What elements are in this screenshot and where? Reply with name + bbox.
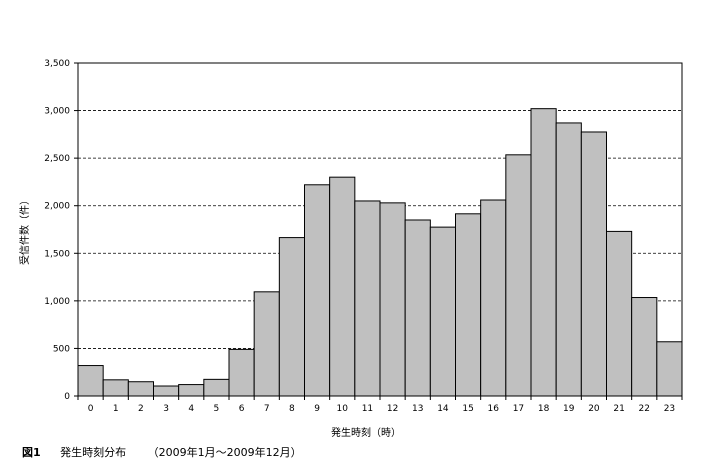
bar [228, 348, 255, 397]
y-tick-label: 3,000 [44, 107, 70, 117]
figure-caption: 図1 発生時刻分布 （2009年1月～2009年12月） [22, 444, 302, 460]
x-tick-label: 4 [188, 404, 194, 414]
bar [429, 226, 457, 397]
x-tick-label: 13 [412, 404, 423, 414]
x-tick-label: 15 [462, 404, 473, 414]
y-tick-label: 1,000 [44, 297, 70, 307]
x-tick-label: 23 [664, 404, 675, 414]
bar [178, 384, 205, 397]
x-tick-label: 18 [538, 404, 550, 414]
bar [77, 365, 104, 397]
bar [530, 108, 557, 397]
x-tick-label: 1 [113, 404, 119, 414]
bar [253, 291, 280, 397]
y-tick-label: 0 [64, 392, 70, 402]
bar [203, 378, 230, 397]
bar [404, 219, 431, 397]
x-tick-label: 10 [337, 404, 349, 414]
bar [580, 131, 607, 397]
x-tick-label: 9 [314, 404, 320, 414]
bar [480, 199, 507, 397]
x-tick-label: 2 [138, 404, 144, 414]
bar [102, 379, 129, 397]
x-tick-label: 20 [588, 404, 600, 414]
y-tick-label: 500 [53, 344, 70, 354]
bar [329, 176, 356, 397]
x-tick-label: 8 [289, 404, 295, 414]
x-tick-label: 6 [239, 404, 245, 414]
x-tick-label: 12 [387, 404, 398, 414]
bar [278, 237, 306, 397]
y-tick-labels: 0 500 1,000 1,500 2,000 2,500 3,000 3,500 [44, 59, 70, 402]
figure-label: 図1 [22, 446, 41, 459]
bar [127, 381, 154, 397]
bar [505, 154, 532, 397]
bar [631, 297, 658, 397]
bars [77, 108, 683, 397]
x-tick-label: 19 [563, 404, 575, 414]
y-tick-label: 1,500 [44, 249, 70, 259]
x-tick-labels: 0 1 2 3 4 5 6 7 8 9 10 11 12 13 14 15 16 17 18 19 20 21 22 23 [88, 404, 675, 414]
y-axis-label: 受信件数（件） [18, 195, 31, 265]
x-tick-label: 22 [639, 404, 650, 414]
figure-title: 発生時刻分布 [60, 446, 127, 459]
x-axis-label: 発生時刻（時） [331, 426, 401, 439]
y-tick-label: 2,000 [44, 202, 70, 212]
y-tick-label: 2,500 [44, 154, 70, 164]
x-tick-label: 5 [214, 404, 220, 414]
bar [379, 202, 406, 397]
x-tick-label: 17 [513, 404, 524, 414]
x-tick-label: 0 [88, 404, 94, 414]
bar [354, 200, 381, 397]
x-tick-label: 16 [488, 404, 500, 414]
x-tick-label: 7 [264, 404, 270, 414]
bar [656, 341, 683, 397]
y-tick-label: 3,500 [44, 59, 70, 69]
bar [304, 184, 331, 397]
x-tick-label: 21 [613, 404, 624, 414]
bar [606, 230, 633, 397]
bar [153, 385, 180, 397]
bar [455, 213, 482, 397]
x-tick-label: 14 [437, 404, 449, 414]
x-tick-label: 11 [362, 404, 373, 414]
axes [74, 62, 683, 400]
x-tick-label: 3 [163, 404, 169, 414]
figure-period: （2009年1月～2009年12月） [147, 446, 302, 459]
bar [555, 122, 582, 397]
